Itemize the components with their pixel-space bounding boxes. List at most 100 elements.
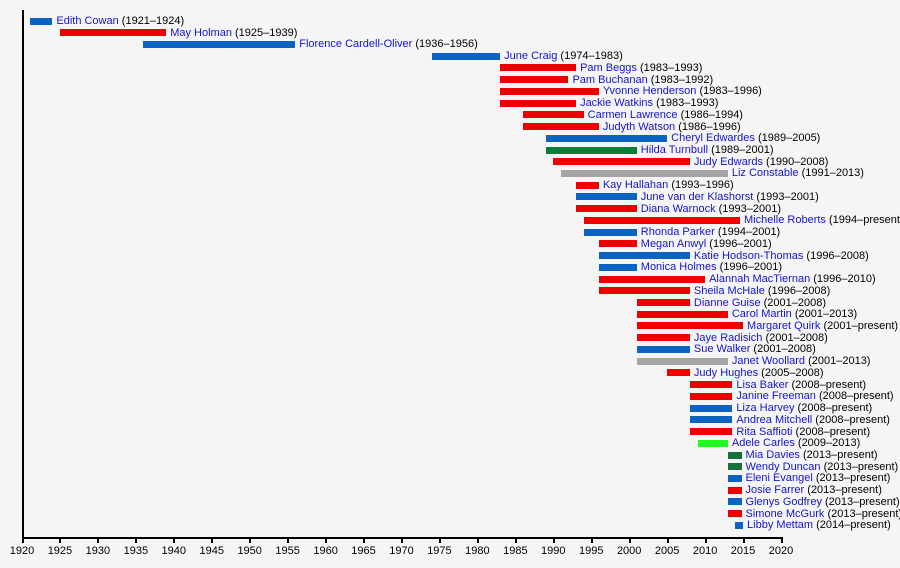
member-name-link[interactable]: Cheryl Edwardes (671, 132, 755, 145)
member-name-link[interactable]: Kay Hallahan (602, 179, 669, 192)
member-name-link[interactable]: Judyth Watson (602, 120, 676, 133)
member-label: Pam Beggs (1983–1993) (580, 62, 702, 74)
x-axis-tick-label: 1950 (237, 545, 262, 557)
timeline-bar (636, 345, 690, 353)
x-axis-tick (476, 537, 479, 543)
member-name-link[interactable]: Carmen Lawrence (587, 108, 678, 121)
timeline-bar (636, 310, 728, 318)
timeline-bar (500, 76, 569, 84)
member-years: (1994–2001) (714, 226, 781, 239)
member-name-link[interactable]: Liza Harvey (736, 402, 795, 415)
member-name-link[interactable]: Judy Hughes (693, 366, 759, 379)
x-axis-tick-label: 1990 (541, 545, 566, 557)
member-years: (1983–1996) (696, 85, 762, 98)
member-years: (2001–2008) (750, 343, 816, 356)
member-name-link[interactable]: Monica Holmes (640, 261, 717, 274)
member-name-link[interactable]: Sheila McHale (693, 284, 765, 297)
x-axis-tick (325, 537, 328, 543)
member-name-link[interactable]: Edith Cowan (56, 15, 119, 27)
member-years: (1996–2001) (706, 237, 772, 250)
member-label: Carmen Lawrence (1986–1994) (588, 109, 743, 121)
member-label: Sue Walker (2001–2008) (694, 343, 816, 355)
member-name-link[interactable]: Pam Beggs (580, 61, 637, 74)
member-name-link[interactable]: Margaret Quirk (747, 319, 821, 332)
member-name-link[interactable]: Yvonne Henderson (602, 85, 697, 98)
timeline-bar (667, 369, 690, 377)
timeline-bar (522, 123, 599, 131)
member-name-link[interactable]: May Holman (170, 26, 232, 39)
member-name-link[interactable]: Dianne Guise (693, 296, 761, 309)
member-name-link[interactable]: Hilda Turnbull (640, 144, 709, 157)
member-name-link[interactable]: Florence Cardell-Oliver (299, 38, 413, 51)
member-name-link[interactable]: Mia Davies (745, 449, 800, 461)
member-name-link[interactable]: Rita Saffioti (736, 425, 793, 438)
member-years: (2013–present) (821, 495, 900, 508)
member-name-link[interactable]: Alannah MacTiernan (709, 273, 811, 286)
member-name-link[interactable]: Jaye Radisich (693, 331, 763, 344)
x-axis-tick-label: 1980 (465, 545, 490, 557)
member-label: Andrea Mitchell (2008–present) (736, 414, 890, 426)
member-name-link[interactable]: Simone McGurk (745, 507, 825, 520)
x-axis-tick-label: 1920 (9, 545, 35, 557)
member-name-link[interactable]: Rhonda Parker (640, 226, 715, 239)
member-years: (2001–present) (820, 319, 899, 332)
member-name-link[interactable]: Michelle Roberts (744, 214, 826, 227)
member-name-link[interactable]: Pam Buchanan (572, 73, 648, 86)
member-years: (1996–2008) (764, 284, 831, 297)
member-name-link[interactable]: Katie Hodson-Thomas (693, 249, 804, 262)
member-name-link[interactable]: Libby Mettam (747, 519, 814, 532)
member-name-link[interactable]: Carol Martin (731, 308, 792, 321)
member-name-link[interactable]: Jackie Watkins (580, 97, 654, 110)
member-name-link[interactable]: Judy Edwards (693, 155, 763, 168)
x-axis-tick-label: 1955 (275, 545, 300, 557)
member-name-link[interactable]: Wendy Duncan (745, 460, 821, 473)
timeline-bar (697, 439, 728, 447)
x-axis-tick (59, 537, 62, 543)
member-label: Rita Saffioti (2008–present) (736, 426, 870, 438)
member-name-link[interactable]: Janet Woollard (731, 355, 806, 368)
member-name-link[interactable]: Josie Farrer (745, 484, 805, 497)
member-name-link[interactable]: June van der Klashorst (640, 190, 754, 203)
member-years: (1983–1992) (647, 73, 714, 86)
member-name-link[interactable]: Diana Warnock (640, 202, 716, 215)
member-years: (1925–1939) (231, 26, 298, 39)
member-label: Liz Constable (1991–2013) (732, 167, 864, 179)
member-label: Judy Edwards (1990–2008) (694, 156, 829, 168)
member-years: (1993–2001) (753, 190, 819, 203)
member-name-link[interactable]: Glenys Godfrey (745, 495, 822, 508)
member-years: (1996–2001) (716, 261, 783, 274)
member-years: (1983–1993) (653, 97, 719, 110)
x-axis-tick-label: 1935 (123, 545, 149, 557)
x-axis-tick-label: 1975 (427, 545, 452, 557)
member-name-link[interactable]: Sue Walker (693, 343, 751, 356)
x-axis-tick-label: 2010 (692, 545, 718, 557)
timeline-bar (689, 392, 733, 400)
member-label: Libby Mettam (2014–present) (747, 519, 891, 531)
member-label: Adele Carles (2009–2013) (732, 437, 860, 449)
timeline-bar (598, 252, 690, 260)
member-years: (2001–2008) (760, 296, 827, 309)
x-axis-tick-label: 1995 (579, 545, 604, 557)
x-axis-tick-label: 1965 (351, 545, 376, 557)
timeline-bar (598, 287, 690, 295)
member-label: Judy Hughes (2005–2008) (694, 367, 824, 379)
x-axis-tick (628, 537, 631, 543)
member-name-link[interactable]: Lisa Baker (736, 378, 789, 391)
member-name-link[interactable]: Andrea Mitchell (736, 413, 813, 426)
member-name-link[interactable]: Megan Anwyl (640, 237, 707, 250)
member-label: Josie Farrer (2013–present) (746, 484, 882, 496)
member-label: Florence Cardell-Oliver (1936–1956) (299, 38, 478, 50)
member-name-link[interactable]: Liz Constable (731, 167, 799, 180)
member-name-link[interactable]: Adele Carles (731, 437, 795, 450)
x-axis-tick (742, 537, 745, 543)
x-axis-tick (287, 537, 290, 543)
x-axis-tick (97, 537, 100, 543)
member-years: (2013–present) (799, 449, 878, 461)
timeline-bar (59, 29, 167, 37)
member-name-link[interactable]: Eleni Evangel (745, 472, 813, 485)
member-name-link[interactable]: June Craig (504, 50, 558, 63)
member-name-link[interactable]: Janine Freeman (736, 390, 816, 403)
timeline-bar (636, 299, 690, 307)
member-years: (1996–2010) (810, 273, 876, 286)
